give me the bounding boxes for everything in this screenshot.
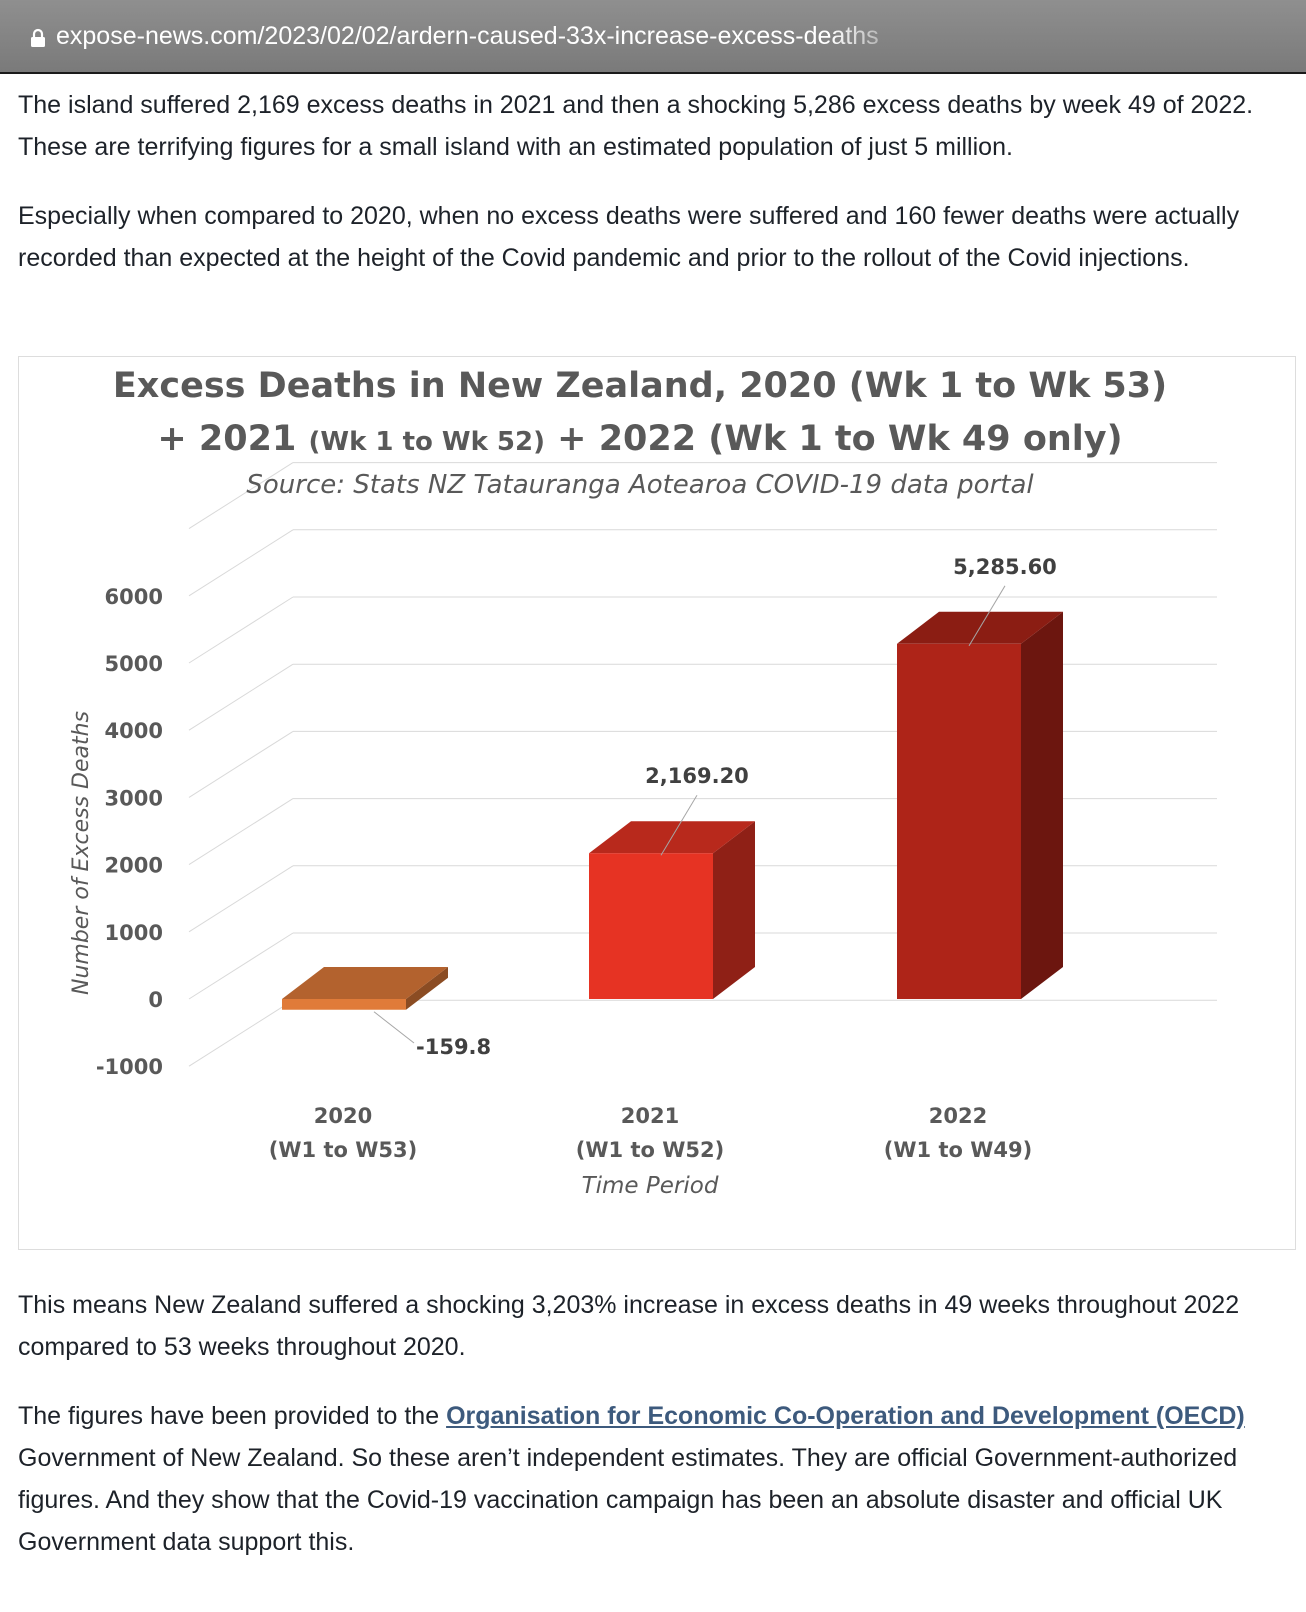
y-tick-label: 0	[148, 988, 163, 1012]
gridline-side	[188, 529, 294, 597]
oecd-link[interactable]: Organisation for Economic Co-Operation a…	[446, 1402, 1245, 1430]
y-tick-label: 5000	[105, 652, 163, 676]
chart-title-2021: + 2021	[157, 419, 308, 459]
bar-2020	[282, 967, 448, 1010]
x-axis-ticks: 2020 (W1 to W53) 2021 (W1 to W52) 2022 (W1 to…	[269, 1104, 1032, 1162]
lock-icon	[31, 28, 45, 47]
article-paragraph: The island suffered 2,169 excess deaths …	[18, 91, 1254, 161]
gridline-side	[188, 865, 294, 933]
data-label-2022: 5,285.60	[953, 555, 1057, 579]
gridline-side	[188, 730, 294, 798]
chart-title-2021-weeks: (Wk 1 to Wk 52)	[309, 427, 545, 457]
chart-subtitle: Source: Stats NZ Tatauranga Aotearoa COV…	[246, 470, 1034, 500]
y-tick-label: 2000	[105, 854, 163, 878]
bar-side	[406, 967, 448, 1010]
gridline-side	[188, 462, 294, 530]
y-tick-label: 4000	[105, 719, 163, 743]
bar-side	[713, 821, 755, 999]
article-paragraph: The figures have been provided to the Or…	[18, 1395, 1298, 1563]
x-tick-year: 2021	[621, 1104, 679, 1128]
data-label-leader	[373, 1011, 415, 1044]
y-tick-label: 3000	[105, 786, 163, 810]
data-label-leader	[968, 585, 1006, 647]
bar-2021	[589, 821, 755, 999]
gridline-side	[188, 932, 294, 1000]
gridline-side	[188, 596, 294, 664]
x-tick-range: (W1 to W53)	[269, 1138, 417, 1162]
y-axis-title: Number of Excess Deaths	[69, 711, 94, 995]
gridline-side	[188, 663, 294, 731]
gridline-side	[188, 999, 294, 1067]
y-tick-label: 1000	[105, 921, 163, 945]
gridline-side	[188, 798, 294, 866]
url-text[interactable]: expose-news.com/2023/02/02/ardern-caused…	[56, 22, 879, 50]
chart-data-labels: -159.8 2,169.20 5,285.60	[373, 555, 1057, 1059]
data-label-leader	[660, 794, 698, 856]
article-paragraph: This means New Zealand suffered a shocki…	[18, 1291, 1240, 1361]
x-tick-range: (W1 to W49)	[884, 1138, 1032, 1162]
data-label-2021: 2,169.20	[645, 764, 749, 788]
bar-front	[282, 999, 406, 1010]
chart-title: Excess Deaths in New Zealand, 2020 (Wk 1…	[113, 366, 1167, 406]
chart-bars	[282, 611, 1063, 1010]
bar-front	[897, 643, 1021, 999]
bar-front	[589, 853, 713, 999]
y-tick-label: -1000	[96, 1055, 163, 1079]
y-axis-ticks: 6000 5000 4000 3000 2000 1000 0 -1000	[96, 585, 163, 1079]
data-label-2020: -159.8	[416, 1035, 491, 1059]
article-paragraph: Especially when compared to 2020, when n…	[18, 202, 1240, 272]
chart-canvas: Excess Deaths in New Zealand, 2020 (Wk 1…	[69, 366, 1217, 1199]
bar-top	[282, 967, 448, 999]
excess-deaths-chart: Excess Deaths in New Zealand, 2020 (Wk 1…	[18, 356, 1296, 1250]
browser-address-bar[interactable]: expose-news.com/2023/02/02/ardern-caused…	[0, 0, 1306, 74]
bar-side	[1021, 611, 1063, 999]
chart-title-2022: + 2022 (Wk 1 to Wk 49 only)	[545, 419, 1123, 459]
x-tick-year: 2022	[929, 1104, 987, 1128]
paragraph-text: The figures have been provided to the	[18, 1402, 447, 1430]
x-tick-year: 2020	[314, 1104, 372, 1128]
paragraph-text: Government of New Zealand. So these aren…	[18, 1444, 1238, 1556]
x-axis-title: Time Period	[582, 1173, 719, 1199]
chart-title-line2: + 2021 (Wk 1 to Wk 52) + 2022 (Wk 1 to W…	[157, 419, 1122, 459]
bar-2022	[897, 611, 1063, 999]
x-tick-range: (W1 to W52)	[576, 1138, 724, 1162]
y-tick-label: 6000	[105, 585, 163, 609]
